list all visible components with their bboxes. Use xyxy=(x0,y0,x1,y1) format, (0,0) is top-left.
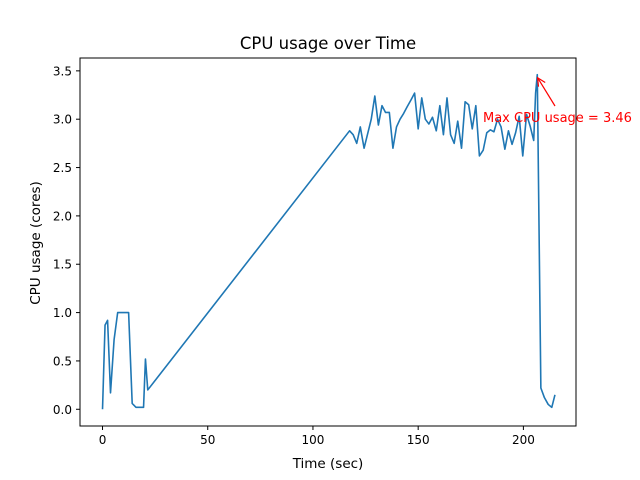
y-tick-label: 2.5 xyxy=(53,161,72,175)
y-tick-label: 1.0 xyxy=(53,306,72,320)
y-tick-label: 0.5 xyxy=(53,354,72,368)
y-tick-label: 0.0 xyxy=(53,403,72,417)
y-tick-label: 1.5 xyxy=(53,258,72,272)
axes-frame xyxy=(79,57,577,427)
chart-title: CPU usage over Time xyxy=(240,34,416,53)
x-tick-label: 0 xyxy=(99,433,107,447)
annotation-text: Max CPU usage = 3.46 xyxy=(483,111,632,126)
annotation-arrow-line xyxy=(537,77,556,107)
plot-area: 0 50 100 150 200 0.0 0.5 1.0 1.5 2.0 2.5 3.0 3.5 Max … xyxy=(53,57,632,447)
x-tick-label: 200 xyxy=(512,433,535,447)
x-tick-label: 50 xyxy=(200,433,215,447)
x-tick-label: 150 xyxy=(407,433,430,447)
x-axis-label: Time (sec) xyxy=(292,456,364,472)
y-tick-label: 2.0 xyxy=(53,209,72,223)
y-tick-label: 3.0 xyxy=(53,113,72,127)
series-line-0 xyxy=(101,73,556,410)
annotation-arrow-head xyxy=(536,76,546,87)
x-tick-label: 100 xyxy=(302,433,325,447)
y-tick-label: 3.5 xyxy=(53,64,72,78)
y-axis-label: CPU usage (cores) xyxy=(28,181,44,305)
